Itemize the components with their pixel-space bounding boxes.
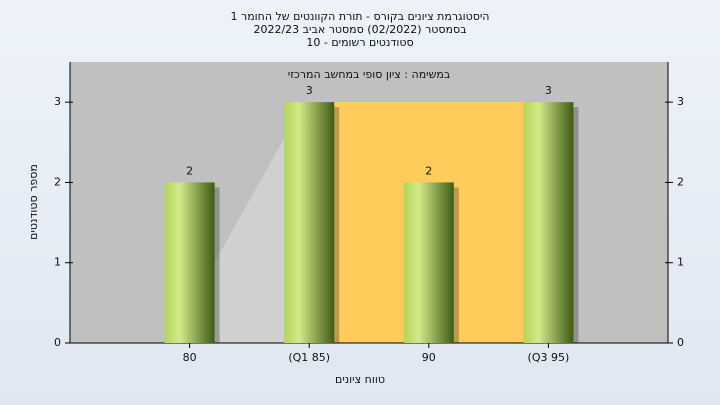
chart-title: היסטוגרמת ציונים בקורס - תורת הקוונטים ש… [231,10,490,23]
chart-note: סטודנטים רשומים - 10 [306,36,413,49]
y2-tick-label: 3 [677,95,684,108]
y-tick-label: 2 [54,175,61,188]
x-tick-label: (Q3 95) [528,351,570,364]
value-label: 2 [186,164,193,177]
value-label: 3 [545,84,552,97]
annotation: במשימה : ציון סופי במחשב המרכזי [288,68,451,81]
y-tick-label: 1 [54,256,61,269]
y2-tick-label: 1 [677,256,684,269]
value-label: 2 [425,164,432,177]
bar [523,102,574,344]
value-label: 3 [306,84,313,97]
bar [164,182,215,343]
y-tick-label: 3 [54,95,61,108]
x-tick-label: (Q1 85) [288,351,330,364]
x-tick-label: 80 [183,351,197,364]
chart-subtitle: בסמסטר (02/2022) סמסטר אביב 2022/23 [253,23,466,36]
y2-tick-label: 0 [677,336,684,349]
y-axis-label: מספר סטודנטים [27,164,40,240]
bar [284,102,335,344]
bar [403,182,454,343]
wedge [214,138,285,343]
x-axis-label: טווח ציונים [335,373,385,386]
y-tick-label: 0 [54,336,61,349]
y2-tick-label: 2 [677,175,684,188]
x-tick-label: 90 [422,351,436,364]
